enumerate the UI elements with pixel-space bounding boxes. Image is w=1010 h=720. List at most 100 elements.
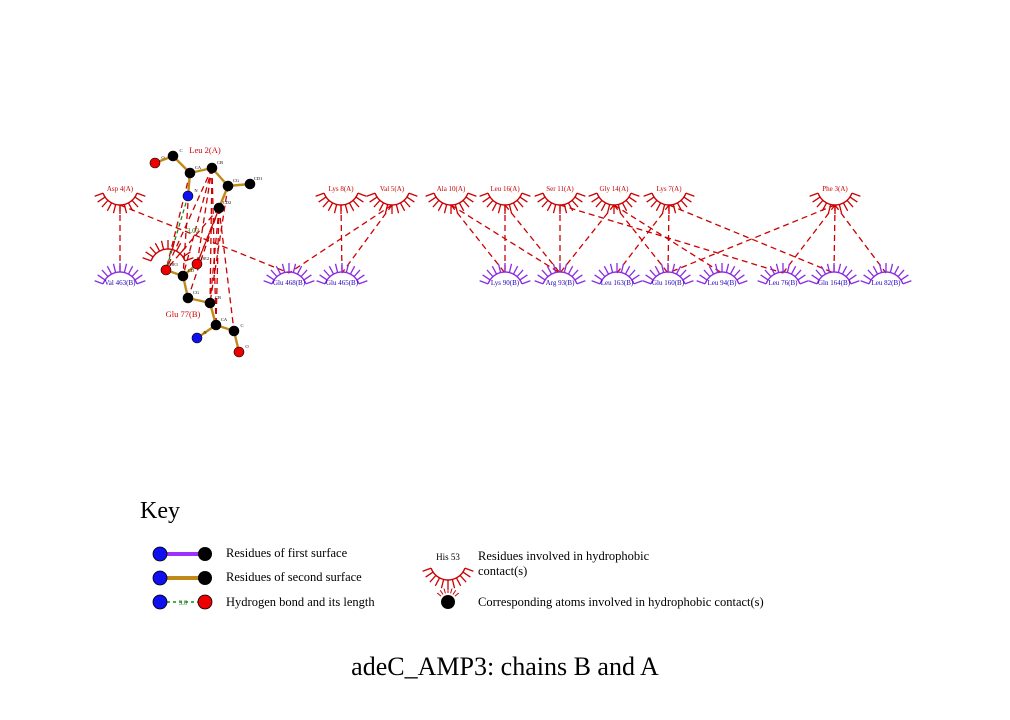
atom [228, 325, 240, 337]
hydrophobic-arc [534, 263, 586, 285]
residue-label: Ala 10(A) [437, 185, 466, 193]
hydrophobic-arc [643, 192, 695, 214]
atom-label: O [161, 155, 165, 160]
contact-line [613, 204, 669, 274]
key-blue-atom [152, 594, 168, 610]
contact-line [616, 204, 670, 274]
atom [244, 178, 256, 190]
atom-label: CB [215, 295, 221, 300]
atom [177, 270, 189, 282]
contact-line [215, 207, 220, 326]
hydrophobic-arc [696, 263, 748, 285]
contact-line [187, 207, 220, 299]
key-hydrophobic-atom [441, 595, 455, 609]
residue-label: Lys 7(A) [656, 185, 682, 193]
atom-label: OE1 [170, 262, 178, 267]
contact-line [209, 167, 213, 304]
key-hydrophobic-atom-rays [436, 588, 460, 597]
key-blue-atom [152, 546, 168, 562]
contact-line [165, 172, 191, 271]
key-black-atom [198, 547, 212, 561]
contact-line [119, 204, 290, 274]
contact-line [667, 204, 670, 274]
atom-label: N [194, 188, 198, 193]
contact-line [341, 204, 393, 274]
hydrophobic-arc [757, 263, 809, 285]
hydrophobic-arc [479, 192, 531, 214]
key-hydrophobic-arc [422, 567, 474, 589]
atom [149, 157, 161, 169]
ligand-residues [149, 150, 256, 358]
contact-lines [119, 167, 887, 332]
atom-label: C [240, 323, 243, 328]
hydrophobic-arc [860, 263, 912, 285]
atom-label: CG [193, 290, 200, 295]
residue-label: Glu 465(B) [326, 279, 359, 287]
atom-label: CD [188, 268, 195, 273]
key-hydrophobic-residues-label: Residues involved in hydrophobic contact… [478, 549, 650, 578]
hydrophobic-arc [263, 263, 315, 285]
atom [210, 319, 222, 331]
contact-line [559, 204, 615, 274]
atom [182, 190, 194, 202]
residue-label: Val 5(A) [380, 185, 405, 193]
atom [222, 180, 234, 192]
residue-label: Val 463(B) [105, 279, 137, 287]
residue-label: Glu 160(B) [652, 279, 685, 287]
key-hbond-length: 3.0 [179, 599, 188, 607]
atom [191, 332, 203, 344]
atom [160, 264, 172, 276]
residue-label: Lys 90(B) [491, 279, 520, 287]
key-title: Key [140, 498, 180, 524]
contact-line [833, 204, 836, 274]
hydrophobic-arc [809, 192, 861, 214]
contact-line [165, 167, 213, 271]
atom-label: N [203, 330, 207, 335]
atom [184, 167, 196, 179]
contact-line [559, 204, 784, 274]
residue-label: Phe 3(A) [822, 185, 848, 193]
hydrophobic-arc [588, 192, 640, 214]
hydrophobic-arc [315, 192, 367, 214]
hydrophobic-arc [591, 263, 643, 285]
atom [191, 258, 203, 270]
key-blue-atom [152, 570, 168, 586]
contact-line [450, 204, 506, 274]
residue-label: Leu 82(B) [872, 279, 902, 287]
atom-label: OE2 [201, 256, 209, 261]
contact-line [209, 207, 220, 304]
atom-label: CB [217, 160, 223, 165]
contact-line [834, 204, 887, 274]
hydrophobic-arc [534, 192, 586, 214]
contact-line [196, 167, 213, 265]
contact-line [165, 207, 220, 271]
residue-label: Leu 76(B) [769, 279, 799, 287]
atom-label: C [179, 148, 182, 153]
atom-label: CA [195, 165, 202, 170]
atom-label: CG [233, 178, 240, 183]
key-second-surface-label: Residues of second surface [226, 570, 362, 584]
atom-label: O [245, 344, 249, 349]
residue-label: Leu 94(B) [708, 279, 738, 287]
atom [167, 150, 179, 162]
contact-line [211, 167, 217, 326]
key-hydrophobic-atoms-label: Corresponding atoms involved in hydropho… [478, 595, 764, 609]
residue-label: Leu 16(A) [490, 185, 520, 193]
residue-label: Arg 93(B) [546, 279, 576, 287]
key-hydrophobic-example-label: His 53 [436, 552, 460, 562]
hydrogen-bond-line [165, 195, 189, 271]
atom [204, 297, 216, 309]
residue-label: Ser 11(A) [546, 185, 574, 193]
contact-line [288, 204, 393, 274]
hydrophobic-arc [316, 263, 368, 285]
hydrophobic-arc [94, 263, 146, 285]
residue-label: Gln 164(B) [818, 279, 851, 287]
atom-label: CA [221, 317, 228, 322]
residue-labels: 3.02 Asp 4(A) Lys 8(A) Val 5(A) Ala 10(A) Leu… [105, 145, 902, 349]
key-first-surface-label: Residues of first surface [226, 546, 348, 560]
hydrophobic-arc [142, 240, 194, 262]
atom-label: CD2 [223, 200, 232, 205]
contact-line [182, 172, 191, 277]
residue-label: Glu 468(B) [273, 279, 306, 287]
